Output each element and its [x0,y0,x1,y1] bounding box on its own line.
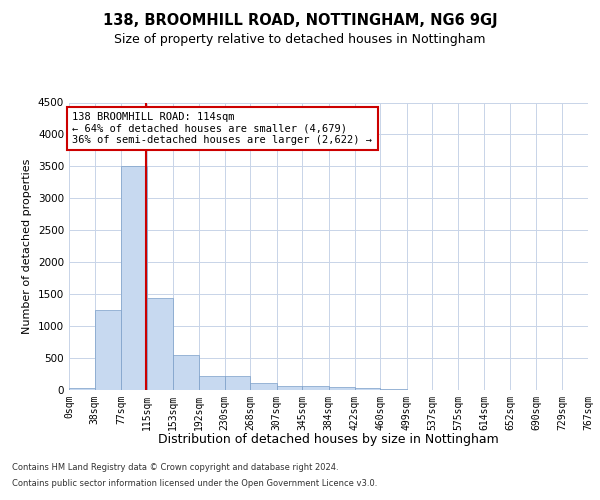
Y-axis label: Number of detached properties: Number of detached properties [22,158,32,334]
Bar [121,166,147,390]
Bar [147,298,173,390]
Bar [95,310,121,390]
Text: Size of property relative to detached houses in Nottingham: Size of property relative to detached ho… [114,32,486,46]
Text: 138 BROOMHILL ROAD: 114sqm
← 64% of detached houses are smaller (4,679)
36% of s: 138 BROOMHILL ROAD: 114sqm ← 64% of deta… [73,112,373,146]
Text: 138, BROOMHILL ROAD, NOTTINGHAM, NG6 9GJ: 138, BROOMHILL ROAD, NOTTINGHAM, NG6 9GJ [103,12,497,28]
Bar [302,386,329,390]
Text: Distribution of detached houses by size in Nottingham: Distribution of detached houses by size … [158,432,499,446]
Bar [380,389,407,390]
Bar [277,386,302,390]
Bar [199,376,224,390]
Text: Contains HM Land Registry data © Crown copyright and database right 2024.: Contains HM Land Registry data © Crown c… [12,464,338,472]
Bar [224,376,250,390]
Text: Contains public sector information licensed under the Open Government Licence v3: Contains public sector information licen… [12,478,377,488]
Bar [173,355,199,390]
Bar [329,388,355,390]
Bar [69,388,95,390]
Bar [355,388,380,390]
Bar [250,384,277,390]
